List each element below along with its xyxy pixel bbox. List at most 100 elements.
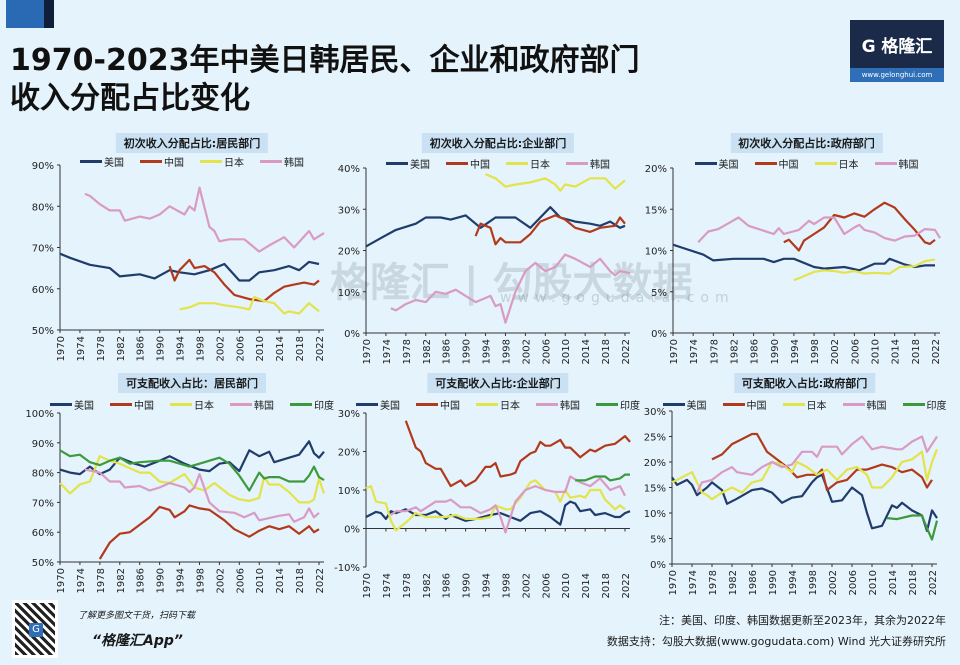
x-tick-label: 1994 bbox=[176, 336, 187, 361]
legend-label: 日本 bbox=[224, 158, 244, 169]
x-tick-label: 1970 bbox=[362, 573, 373, 598]
series-line-美国 bbox=[671, 473, 938, 532]
legend-item: 韩国 bbox=[874, 156, 919, 171]
legend-item: 印度 bbox=[290, 397, 334, 412]
legend-label: 日本 bbox=[838, 160, 859, 171]
data-source: 数据支持：勾股大数据(www.gogudata.com) Wind 光大证券研究… bbox=[606, 635, 946, 648]
legend-label: 美国 bbox=[718, 160, 739, 171]
legend-swatch bbox=[754, 162, 777, 165]
x-tick-label: 1974 bbox=[382, 573, 393, 598]
legend-item: 美国 bbox=[80, 154, 124, 169]
x-tick-label: 1978 bbox=[402, 573, 413, 598]
footnote: 注：美国、印度、韩国数据更新至2023年，其余为2022年 bbox=[659, 614, 946, 627]
y-tick-label: 0% bbox=[344, 329, 360, 340]
legend-item: 日本 bbox=[170, 397, 214, 412]
promo-text: 了解更多图文干货，扫码下载 bbox=[78, 611, 196, 621]
series-line-日本 bbox=[59, 455, 326, 504]
legend-swatch bbox=[356, 403, 378, 406]
x-tick-label: 1970 bbox=[56, 336, 67, 361]
x-tick-label: 1986 bbox=[136, 568, 147, 593]
legend-swatch bbox=[722, 403, 745, 406]
logo-url: www.gelonghui.com bbox=[850, 68, 944, 82]
legend-label: 印度 bbox=[314, 401, 334, 412]
legend-label: 日本 bbox=[194, 401, 214, 412]
y-tick-label: 25% bbox=[644, 433, 666, 444]
legend-item: 日本 bbox=[782, 397, 827, 412]
x-tick-label: 2014 bbox=[275, 336, 286, 361]
x-tick-label: 1998 bbox=[810, 339, 821, 364]
x-tick-label: 1970 bbox=[362, 339, 373, 364]
x-tick-label: 1994 bbox=[482, 339, 493, 364]
legend-item: 中国 bbox=[416, 397, 460, 412]
x-tick-label: 1978 bbox=[96, 336, 107, 361]
y-tick-label: 40% bbox=[338, 164, 360, 175]
x-tick-label: 1974 bbox=[688, 570, 699, 595]
x-tick-label: 1998 bbox=[501, 339, 512, 364]
legend-label: 美国 bbox=[74, 401, 94, 412]
y-tick-label: 80% bbox=[32, 202, 54, 213]
x-tick-label: 1978 bbox=[96, 568, 107, 593]
legend-swatch bbox=[140, 160, 162, 163]
x-tick-label: 2014 bbox=[581, 339, 592, 364]
legend-swatch bbox=[506, 162, 528, 165]
y-tick-label: 100% bbox=[25, 409, 54, 420]
x-tick-label: 1986 bbox=[748, 570, 759, 595]
legend-swatch bbox=[260, 160, 282, 163]
x-tick-label: 2002 bbox=[828, 570, 839, 595]
chart-legend: 美国 中国 日本 韩国 印度 bbox=[662, 397, 947, 412]
y-tick-label: 30% bbox=[644, 407, 666, 418]
y-tick-label: 5% bbox=[650, 535, 666, 546]
x-tick-label: 2018 bbox=[295, 336, 306, 361]
x-tick-label: 1986 bbox=[442, 573, 453, 598]
x-tick-label: 2010 bbox=[255, 568, 266, 593]
x-tick-label: 1998 bbox=[808, 570, 819, 595]
legend-item: 中国 bbox=[754, 156, 799, 171]
x-tick-label: 1982 bbox=[729, 339, 740, 364]
series-line-印度 bbox=[575, 473, 630, 482]
legend-item: 中国 bbox=[110, 397, 154, 412]
series-line-韩国 bbox=[697, 216, 941, 244]
x-tick-label: 2006 bbox=[541, 339, 552, 364]
y-tick-label: 20% bbox=[338, 247, 360, 258]
series-line-日本 bbox=[671, 448, 939, 501]
legend-label: 中国 bbox=[470, 160, 490, 171]
legend-label: 日本 bbox=[500, 401, 520, 412]
legend-swatch bbox=[230, 403, 252, 406]
series-line-中国 bbox=[98, 504, 320, 560]
chart-title: 可支配收入占比：居民部门 bbox=[118, 373, 266, 393]
x-tick-label: 1994 bbox=[482, 573, 493, 598]
x-tick-label: 2018 bbox=[601, 573, 612, 598]
x-tick-label: 2014 bbox=[891, 339, 902, 364]
legend-label: 韩国 bbox=[560, 401, 580, 412]
y-tick-label: 10% bbox=[338, 288, 360, 299]
x-tick-label: 2006 bbox=[541, 573, 552, 598]
legend-label: 韩国 bbox=[898, 160, 919, 171]
x-tick-label: 2010 bbox=[561, 573, 572, 598]
legend-swatch bbox=[386, 162, 408, 165]
legend-swatch bbox=[814, 162, 837, 165]
series-line-美国 bbox=[59, 440, 325, 476]
series-line-中国 bbox=[404, 420, 631, 488]
x-tick-label: 1986 bbox=[750, 339, 761, 364]
legend-swatch bbox=[110, 403, 132, 406]
legend-label: 中国 bbox=[746, 401, 767, 412]
series-line-中国 bbox=[474, 214, 626, 246]
series-line-日本 bbox=[179, 295, 320, 315]
legend-label: 韩国 bbox=[284, 158, 304, 169]
x-tick-label: 1994 bbox=[790, 339, 801, 364]
qr-code[interactable]: G bbox=[12, 600, 58, 658]
title-line-1: 1970-2023年中美日韩居民、企业和政府部门 bbox=[10, 43, 640, 78]
y-tick-label: 10% bbox=[338, 486, 360, 497]
y-tick-label: 70% bbox=[32, 244, 54, 255]
x-tick-label: 1994 bbox=[788, 570, 799, 595]
series-line-印度 bbox=[886, 514, 939, 541]
series-line-日本 bbox=[485, 173, 626, 192]
legend-item: 中国 bbox=[722, 397, 767, 412]
x-tick-label: 1978 bbox=[402, 339, 413, 364]
x-tick-label: 2018 bbox=[911, 339, 922, 364]
x-tick-label: 1970 bbox=[668, 570, 679, 595]
y-tick-label: 60% bbox=[32, 285, 54, 296]
legend-label: 日本 bbox=[806, 401, 827, 412]
x-tick-label: 1970 bbox=[669, 339, 680, 364]
logo-brand: G 格隆汇 bbox=[861, 37, 933, 57]
